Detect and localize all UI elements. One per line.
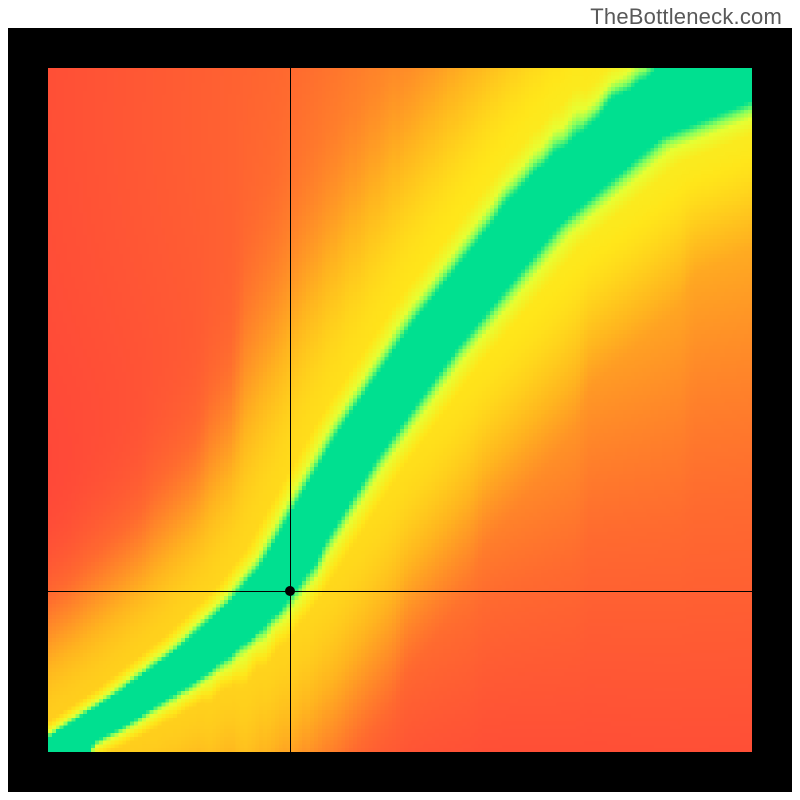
crosshair-vertical-line (290, 68, 291, 752)
heatmap-plot-area (48, 68, 752, 752)
watermark-text: TheBottleneck.com (590, 4, 782, 30)
crosshair-horizontal-line (48, 591, 752, 592)
bottleneck-heatmap (48, 68, 752, 752)
